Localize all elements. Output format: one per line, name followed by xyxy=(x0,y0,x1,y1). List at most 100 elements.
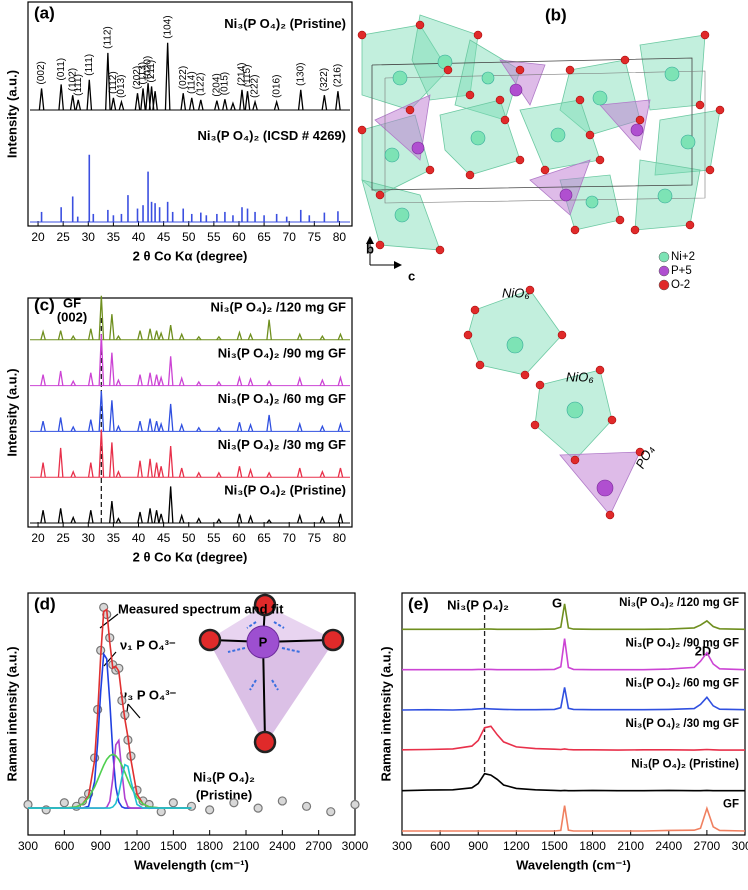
series-label: Ni₃(P O₄)₂ /120 mg GF xyxy=(619,597,739,609)
y-axis-title: Raman intensity (a.u.) xyxy=(4,646,19,781)
x-tick-label: 70 xyxy=(283,531,297,545)
diffraction-peak xyxy=(109,442,115,478)
diffraction-peak xyxy=(86,79,93,111)
spectrum-line xyxy=(28,763,192,809)
o-atom xyxy=(253,593,277,617)
diffraction-peak xyxy=(147,508,153,524)
diffraction-peak xyxy=(247,376,254,386)
diffraction-peak xyxy=(40,462,46,478)
plot-frame xyxy=(27,297,353,528)
x-tick-label: 75 xyxy=(308,230,322,244)
x-tick-label: 1200 xyxy=(503,839,530,853)
x-axis-title: 2 θ Co Kα (degree) xyxy=(133,248,248,263)
x-tick-label: 70 xyxy=(283,230,297,244)
diffraction-peak xyxy=(158,466,164,478)
legend-label: O-2 xyxy=(671,279,690,291)
x-tick-label: 2100 xyxy=(617,839,644,853)
tetrahedron xyxy=(208,640,335,745)
series-label: Ni₃(P O₄)₂ (Pristine) xyxy=(224,16,346,31)
peak-label: (114) xyxy=(186,71,197,94)
diffraction-peak xyxy=(296,421,303,432)
measured-point xyxy=(205,805,215,815)
diffraction-peak xyxy=(57,447,64,478)
diffraction-peak xyxy=(296,513,303,524)
diffraction-peak xyxy=(196,517,202,524)
series-label: Ni₃(P O₄)₂ /90 mg GF xyxy=(218,345,346,360)
diffraction-peak xyxy=(178,332,185,341)
unit-cell xyxy=(371,57,693,191)
diffraction-peak xyxy=(196,426,202,432)
vibration-arrows xyxy=(227,621,301,691)
diffraction-peak xyxy=(115,424,122,432)
spectrum-line xyxy=(401,725,745,751)
annotation: (002) xyxy=(57,309,87,324)
diffraction-peak xyxy=(216,380,222,386)
diffraction-peak xyxy=(167,486,174,524)
diffraction-peak xyxy=(109,500,115,524)
legend-swatch xyxy=(658,279,670,291)
diffraction-peak xyxy=(38,88,45,111)
diffraction-peak xyxy=(147,418,153,432)
series-label: GF xyxy=(723,799,739,811)
diffraction-peak xyxy=(87,328,94,340)
po4-inset xyxy=(198,593,345,754)
structure-label: NiO₆ xyxy=(566,369,594,384)
legend-label: P+5 xyxy=(671,265,692,277)
diffraction-peak xyxy=(167,356,174,386)
diffraction-peak xyxy=(216,518,222,524)
diffraction-peak xyxy=(115,517,122,524)
y-axis-title: Intensity (a.u.) xyxy=(4,368,19,456)
x-tick-label: 600 xyxy=(430,839,450,853)
x-tick-label: 60 xyxy=(232,230,246,244)
diffraction-peak xyxy=(236,422,243,432)
diffraction-peak xyxy=(152,91,158,111)
x-tick-label: 1500 xyxy=(160,839,187,853)
diffraction-peak xyxy=(57,417,64,432)
diffraction-peak xyxy=(222,99,228,111)
plot-frame xyxy=(27,1,353,227)
x-tick-label: 20 xyxy=(31,531,45,545)
diffraction-peak xyxy=(214,100,220,111)
x-tick-label: 1800 xyxy=(579,839,606,853)
arrow-head xyxy=(366,236,374,244)
diffraction-peak xyxy=(109,352,115,386)
y-axis-title: Raman intensity (a.u.) xyxy=(378,646,393,781)
measured-point xyxy=(186,801,197,811)
panel-label: (a) xyxy=(34,3,55,22)
measured-point xyxy=(168,798,178,808)
diffraction-peak xyxy=(236,513,243,524)
diffraction-peak xyxy=(188,97,195,111)
peak-label: (202) xyxy=(132,66,143,89)
spectrum-line xyxy=(402,603,746,631)
atoms xyxy=(463,285,645,520)
diffraction-peak xyxy=(40,510,46,524)
tetrahedron xyxy=(499,59,546,106)
diffraction-peak xyxy=(247,467,254,478)
diffraction-peak xyxy=(153,330,160,340)
spectrum-line xyxy=(28,738,192,809)
o-atom xyxy=(321,628,345,652)
x-tick-label: 35 xyxy=(107,531,121,545)
diffraction-peak xyxy=(147,458,153,478)
series-label: Ni₃(P O₄)₂ (Pristine) xyxy=(224,483,346,498)
diffraction-peak xyxy=(158,375,164,386)
panel-label: (c) xyxy=(34,295,55,314)
diffraction-peak xyxy=(335,91,341,111)
x-tick-label: 25 xyxy=(56,230,70,244)
x-tick-label: 900 xyxy=(91,839,111,853)
diffraction-peak xyxy=(247,332,254,341)
x-axis-title: 2 θ Co Kα (degree) xyxy=(133,549,248,564)
diffraction-peak xyxy=(167,325,174,340)
diffraction-peak xyxy=(230,101,236,111)
plot-frame xyxy=(401,592,746,836)
diffraction-peak xyxy=(244,91,251,111)
diffraction-peak xyxy=(319,378,326,386)
diffraction-peak xyxy=(158,513,164,524)
x-tick-label: 900 xyxy=(468,839,488,853)
diffraction-peak xyxy=(167,446,174,478)
diffraction-peak xyxy=(147,328,153,340)
arrow-head xyxy=(394,261,402,269)
series-label: Ni₃(P O₄)₂ /30 mg GF xyxy=(626,718,739,730)
x-tick-label: 2400 xyxy=(655,839,682,853)
peak-label: (112) xyxy=(108,71,119,94)
